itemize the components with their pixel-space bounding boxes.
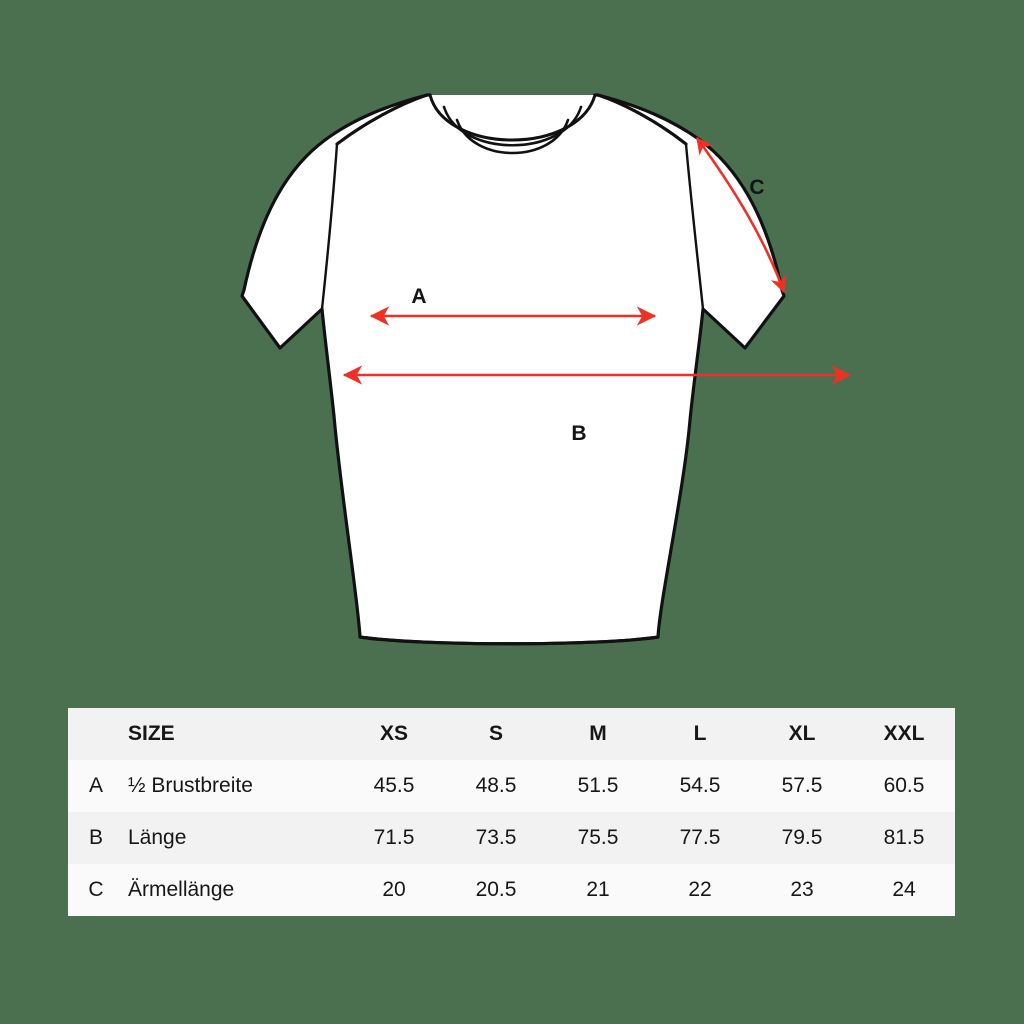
cell-b-l: 77.5 (679, 826, 721, 849)
row-label-a: ½ Brustbreite (128, 774, 253, 797)
dimension-arrow-c (695, 136, 787, 294)
cell-b-s: 73.5 (475, 826, 517, 849)
header-size-xl: XL (788, 722, 816, 745)
cell-a-xs: 45.5 (373, 774, 415, 797)
tshirt-outline (240, 93, 786, 646)
table-row: A ½ Brustbreite 45.5 48.5 51.5 54.5 57.5… (68, 760, 955, 812)
cell-b-m: 75.5 (577, 826, 619, 849)
row-key-a: A (88, 774, 103, 797)
cell-b-xl: 79.5 (781, 826, 823, 849)
tshirt-illustration: A B C (240, 93, 852, 646)
table-header-row: SIZE XS S M L XL XXL (68, 708, 955, 760)
cell-b-xs: 71.5 (373, 826, 415, 849)
row-key-c: C (88, 878, 104, 901)
cell-a-m: 51.5 (577, 774, 619, 797)
cell-c-s: 20.5 (475, 878, 517, 901)
table-row: B Länge 71.5 73.5 75.5 77.5 79.5 81.5 (68, 812, 955, 864)
cell-a-xl: 57.5 (781, 774, 823, 797)
row-label-c: Ärmellänge (128, 878, 235, 901)
dimension-label-b: B (571, 422, 586, 445)
header-size-xs: XS (379, 722, 408, 745)
cell-a-l: 54.5 (679, 774, 721, 797)
cell-c-xs: 20 (382, 878, 406, 901)
cell-c-xxl: 24 (892, 878, 916, 901)
cell-c-m: 21 (586, 878, 610, 901)
header-key-cell (68, 708, 124, 760)
cell-b-xxl: 81.5 (883, 826, 925, 849)
dimension-label-a: A (411, 285, 426, 308)
header-size-xxl: XXL (883, 722, 925, 745)
row-label-b: Länge (128, 826, 187, 849)
cell-a-s: 48.5 (475, 774, 517, 797)
header-size-label: SIZE (128, 722, 175, 745)
header-size-s: S (488, 722, 503, 745)
header-size-m: M (589, 722, 607, 745)
row-key-b: B (88, 826, 103, 849)
table-row: C Ärmellänge 20 20.5 21 22 23 24 (68, 864, 955, 916)
dimension-label-c: C (749, 176, 764, 199)
cell-c-l: 22 (688, 878, 712, 901)
header-size-l: L (693, 722, 707, 745)
cell-a-xxl: 60.5 (883, 774, 925, 797)
size-chart-table: SIZE XS S M L XL XXL A ½ Brustbreite 45.… (68, 708, 955, 916)
cell-c-xl: 23 (790, 878, 814, 901)
